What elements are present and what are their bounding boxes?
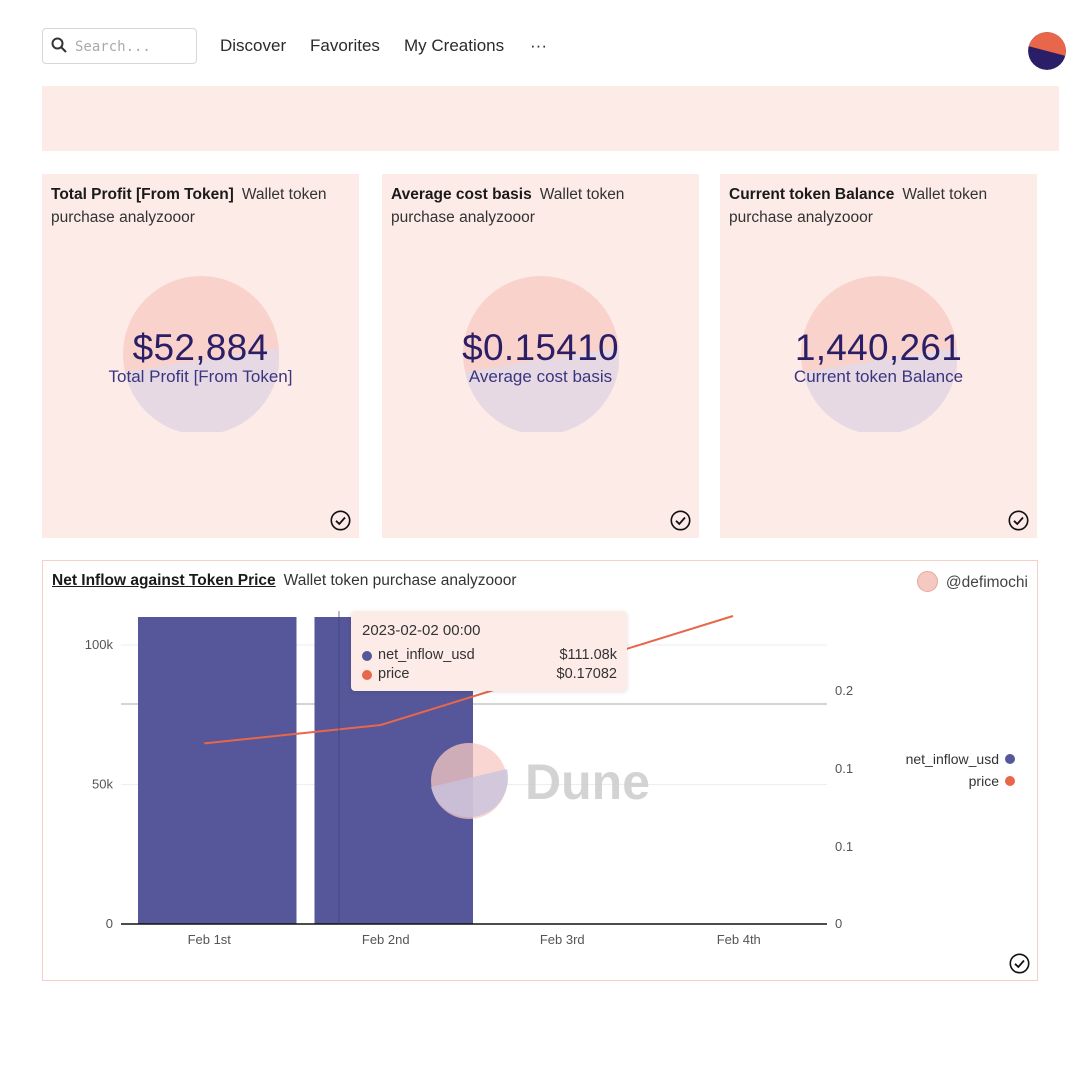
check-circle-icon (1008, 510, 1029, 531)
top-nav: Discover Favorites My Creations ··· (0, 0, 1080, 76)
y-left-tick-label: 100k (85, 637, 114, 652)
chart-subtitle: Wallet token purchase analyzooor (283, 572, 517, 589)
author-avatar (916, 571, 938, 592)
card-header: Average cost basis Wallet token purchase … (391, 183, 679, 229)
counter-value: $0.15410 (462, 327, 619, 368)
search-icon (51, 37, 67, 53)
dune-logo-disc (122, 276, 279, 432)
counter-value: 1,440,261 (794, 327, 963, 368)
series-dot (362, 670, 372, 680)
card-subtitle: Wallet token purchase analyzooor (391, 186, 625, 226)
counter-label: Average cost basis (468, 367, 613, 386)
nav-favorites[interactable]: Favorites (310, 36, 380, 55)
dune-watermark: Dune (431, 743, 650, 819)
check-circle-icon (1009, 953, 1030, 974)
nav-more-button[interactable]: ··· (530, 36, 547, 55)
search-box[interactable] (42, 28, 197, 64)
x-tick-label: Feb 2nd (362, 932, 410, 947)
watermark-text: Dune (525, 754, 650, 810)
legend-item-price[interactable]: price (969, 773, 1015, 789)
counter-label: Total Profit [From Token] (108, 367, 293, 386)
card-title[interactable]: Current token Balance (729, 186, 895, 203)
card-title[interactable]: Total Profit [From Token] (51, 186, 234, 203)
y-right-tick-label: 0 (835, 916, 842, 931)
chart-author[interactable]: @defimochi (916, 571, 1028, 592)
legend-dot (1005, 754, 1015, 764)
search-input[interactable] (75, 37, 190, 57)
y-right-tick-label: 0.2 (835, 683, 853, 698)
nav-discover[interactable]: Discover (220, 36, 287, 55)
author-handle[interactable]: @defimochi (945, 574, 1028, 591)
x-tick-label: Feb 3rd (540, 932, 585, 947)
y-right-tick-label: 0.1 (835, 761, 853, 776)
counter-value: $52,884 (132, 327, 269, 368)
counter-label: Current token Balance (793, 367, 964, 386)
card-subtitle: Wallet token purchase analyzooor (729, 186, 988, 226)
user-avatar[interactable] (1028, 32, 1066, 70)
card-header: Total Profit [From Token] Wallet token pu… (51, 183, 339, 229)
counter-card-token-balance: Current token Balance Wallet token purcha… (720, 174, 1037, 538)
chart-tooltip: 2023-02-02 00:00 net_inflow_usd $111.08k… (351, 611, 627, 691)
dashboard-banner (42, 86, 1059, 151)
dune-logo-disc (800, 276, 957, 432)
x-tick-label: Feb 1st (188, 932, 232, 947)
y-right-tick-label: 0.1 (835, 839, 853, 854)
x-tick-label: Feb 4th (717, 932, 761, 947)
bar-net-inflow (138, 617, 297, 924)
chart-header: Net Inflow against Token Price Wallet tok… (52, 572, 517, 590)
card-subtitle: Wallet token purchase analyzooor (51, 186, 327, 226)
tooltip-row-net-inflow: net_inflow_usd $111.08k (362, 647, 617, 665)
chart-canvas[interactable]: 0 50k 100k 0 0.1 0.1 0.2 Dune Feb 1st Feb 2nd Fe… (43, 561, 1037, 980)
tooltip-date: 2023-02-02 00:00 (362, 622, 481, 639)
chart-title-link[interactable]: Net Inflow against Token Price (52, 572, 276, 589)
counter-card-average-cost: Average cost basis Wallet token purchase … (382, 174, 699, 538)
y-left-tick-label: 50k (92, 777, 113, 792)
legend-dot (1005, 776, 1015, 786)
nav-my-creations[interactable]: My Creations (404, 36, 505, 55)
tooltip-row-price: price $0.17082 (362, 666, 617, 684)
counter-card-total-profit: Total Profit [From Token] Wallet token pu… (42, 174, 359, 538)
card-header: Current token Balance Wallet token purcha… (729, 183, 1017, 229)
chart-panel: Net Inflow against Token Price Wallet tok… (42, 560, 1038, 981)
check-circle-icon (670, 510, 691, 531)
legend-item-net-inflow[interactable]: net_inflow_usd (906, 751, 1015, 767)
card-title[interactable]: Average cost basis (391, 186, 532, 203)
series-dot (362, 651, 372, 661)
dune-logo-disc (462, 276, 619, 432)
y-left-tick-label: 0 (106, 916, 113, 931)
check-circle-icon (330, 510, 351, 531)
